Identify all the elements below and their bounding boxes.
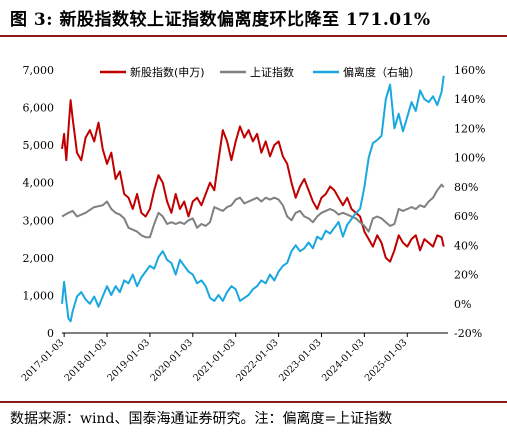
right-tick-label: 140% xyxy=(454,93,485,106)
right-tick-label: 80% xyxy=(454,181,478,194)
title-rule xyxy=(0,35,507,37)
left-tick-label: 3,000 xyxy=(23,214,55,227)
legend-label: 偏离度（右轴） xyxy=(343,65,420,79)
figure-title: 图 3: 新股指数较上证指数偏离度环比降至 171.01% xyxy=(10,10,431,30)
right-axis-ticks: -20% 0% 20% 40% 60% 80% 100% 120% 140% 160% xyxy=(454,64,485,340)
series-line-1 xyxy=(61,183,445,239)
x-tick-label: 2025-01-03 xyxy=(363,337,410,384)
x-tick-label: 2022-01-03 xyxy=(234,337,281,384)
right-tick-label: 40% xyxy=(454,239,478,252)
left-tick-label: 0 xyxy=(47,327,54,340)
x-axis-ticks: 2017-01-032018-01-032019-01-032020-01-03… xyxy=(20,333,410,384)
series-line-2 xyxy=(61,75,445,323)
left-tick-label: 2,000 xyxy=(23,252,55,265)
x-tick-label: 2021-01-03 xyxy=(191,337,238,384)
source-note: 数据来源：wind、国泰海通证券研究。注：偏离度=上证指数 xyxy=(10,411,393,427)
right-tick-label: 160% xyxy=(454,64,485,77)
x-tick-label: 2018-01-03 xyxy=(63,337,110,384)
left-tick-label: 4,000 xyxy=(23,177,55,190)
right-tick-label: 20% xyxy=(454,269,478,282)
x-tick-label: 2019-01-03 xyxy=(106,337,153,384)
footer-rule xyxy=(0,401,507,403)
right-tick-label: 0% xyxy=(454,298,471,311)
left-tick-label: 6,000 xyxy=(23,102,55,115)
series-line-0 xyxy=(61,99,445,263)
line-chart: 0 1,000 2,000 3,000 4,000 5,000 6,000 7,000 -20… xyxy=(20,64,486,384)
left-tick-label: 5,000 xyxy=(23,139,55,152)
x-tick-label: 2023-01-03 xyxy=(277,337,324,384)
legend-label: 上证指数 xyxy=(250,65,294,79)
right-tick-label: -20% xyxy=(454,327,482,340)
legend-label: 新股指数(申万) xyxy=(130,65,205,79)
right-tick-label: 60% xyxy=(454,210,478,223)
left-tick-label: 1,000 xyxy=(23,289,55,302)
left-axis-ticks: 0 1,000 2,000 3,000 4,000 5,000 6,000 7,000 xyxy=(23,64,55,340)
x-tick-label: 2017-01-03 xyxy=(20,337,67,384)
x-tick-label: 2020-01-03 xyxy=(148,337,195,384)
series-layer xyxy=(61,75,445,323)
legend: 新股指数(申万) 上证指数 偏离度（右轴） xyxy=(100,65,420,79)
left-tick-label: 7,000 xyxy=(23,64,55,77)
right-tick-label: 100% xyxy=(454,152,485,165)
right-tick-label: 120% xyxy=(454,122,485,135)
x-tick-label: 2024-01-03 xyxy=(320,337,367,384)
